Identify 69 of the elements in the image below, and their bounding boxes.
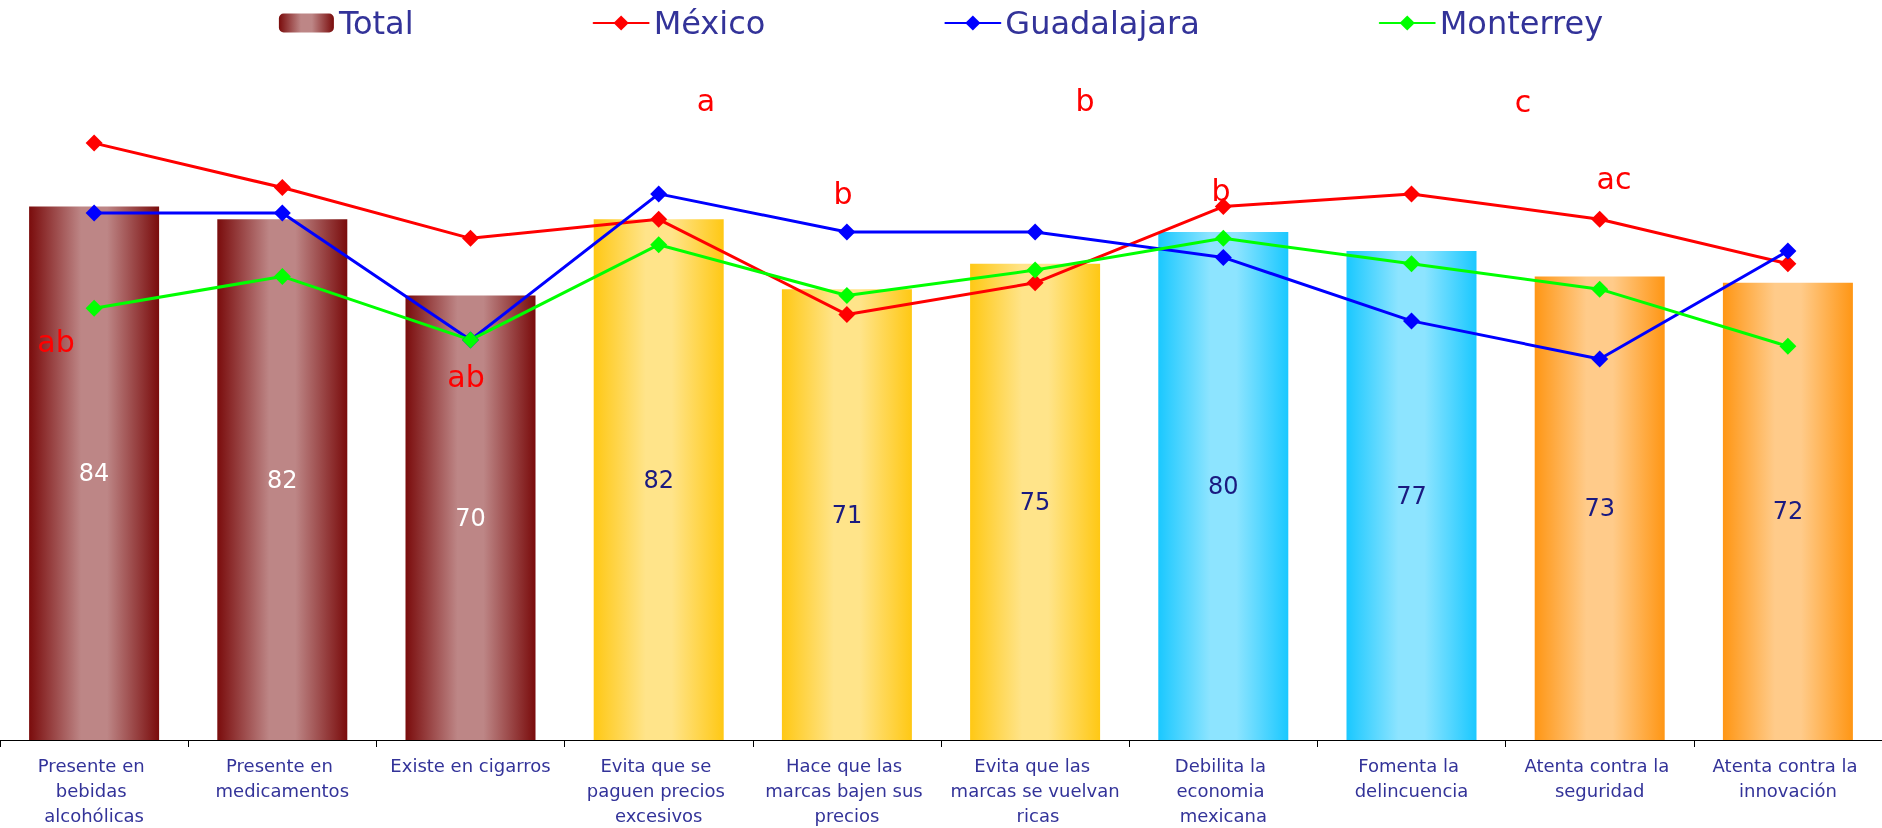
point <box>1403 185 1420 203</box>
point <box>1026 274 1044 292</box>
point <box>1591 210 1609 228</box>
annotation: b <box>1211 172 1231 208</box>
point <box>85 204 103 222</box>
point <box>85 299 103 317</box>
annotation: ab <box>37 323 75 359</box>
point <box>85 134 103 152</box>
data-label: 73 <box>1584 494 1615 523</box>
x-tick-label: Presente en medicamentos <box>215 755 350 801</box>
data-label: 70 <box>455 503 486 532</box>
annotation: ab <box>447 358 485 394</box>
bar <box>593 219 724 740</box>
x-tick-label: Evita que se paguen precios excesivos <box>586 755 731 826</box>
bar <box>29 206 160 740</box>
legend-label: México <box>653 4 766 42</box>
x-tick-label: Debilita la economia mexicana <box>1174 755 1272 826</box>
point <box>1214 229 1232 247</box>
bar <box>1722 282 1853 740</box>
data-label: 84 <box>78 459 110 488</box>
x-tick-label: Existe en cigarros <box>390 755 551 776</box>
legend-label: Monterrey <box>1439 4 1604 42</box>
point <box>650 210 668 228</box>
point <box>1591 350 1609 368</box>
bar <box>781 289 912 740</box>
point <box>273 204 291 222</box>
text: b <box>1075 82 1095 118</box>
data-label: 72 <box>1772 497 1804 526</box>
bar <box>1346 251 1477 740</box>
point <box>273 179 291 197</box>
bar <box>1534 276 1665 740</box>
point <box>1026 261 1044 279</box>
point <box>650 185 668 203</box>
bar <box>1158 232 1289 740</box>
x-tick-label: Evita que las marcas se vuelvan ricas <box>950 755 1120 826</box>
data-label: 80 <box>1208 472 1239 500</box>
x-tick-label: Atenta contra la innovación <box>1712 755 1864 801</box>
point <box>838 223 856 241</box>
point <box>650 236 668 254</box>
text: a <box>696 82 716 118</box>
data-label: 82 <box>267 465 298 494</box>
legend-label: Total <box>337 4 414 42</box>
data-label: 75 <box>1019 487 1051 516</box>
data-label: 77 <box>1396 481 1427 510</box>
point <box>1026 223 1044 241</box>
point <box>838 306 856 324</box>
x-tick-label: Hace que las marcas bajen sus precios <box>765 755 929 826</box>
bar <box>217 219 348 740</box>
bar <box>970 263 1101 740</box>
point <box>1779 242 1797 260</box>
point <box>1214 248 1232 266</box>
annotation: b <box>833 175 853 211</box>
point <box>838 287 856 304</box>
data-label: 82 <box>643 465 674 494</box>
point <box>273 267 291 285</box>
x-tick-label: Atenta contra la seguridad <box>1524 755 1676 801</box>
point <box>1403 255 1420 273</box>
x-tick-label: Fomenta la delincuencia <box>1354 755 1469 801</box>
point <box>1779 255 1797 273</box>
point <box>462 229 479 247</box>
data-label: 71 <box>831 500 863 529</box>
point <box>1591 280 1609 298</box>
point <box>1779 337 1797 355</box>
legend-label: Guadalajara <box>1005 4 1200 42</box>
bar <box>405 295 536 740</box>
annotation: ac <box>1596 160 1632 196</box>
text: c <box>1514 83 1532 119</box>
point <box>1403 312 1420 330</box>
x-tick-label: Presente en bebidas alcohólicas <box>37 755 151 826</box>
